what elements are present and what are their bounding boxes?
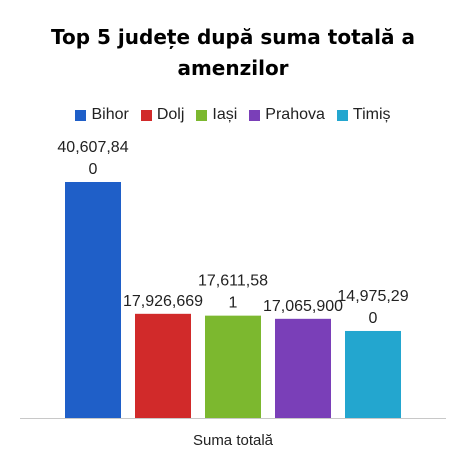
legend-swatch bbox=[249, 109, 261, 121]
chart-title: Top 5 județe după suma totală a amenzilo… bbox=[0, 22, 466, 84]
legend-item-3: Prahova bbox=[249, 104, 325, 126]
data-label-prahova: 17,065,900 bbox=[263, 298, 343, 315]
bar-prahova bbox=[275, 318, 331, 418]
legend-item-4: Timiș bbox=[336, 104, 391, 126]
bar-dolj bbox=[135, 313, 191, 418]
legend-label: Dolj bbox=[156, 106, 185, 123]
legend-swatch bbox=[336, 109, 348, 121]
legend-item-2: Iași bbox=[196, 104, 237, 126]
chart-title-line-1: Top 5 județe după suma totală a bbox=[51, 25, 415, 49]
legend-item-0: Bihor bbox=[75, 104, 129, 126]
legend-label: Timiș bbox=[352, 106, 391, 123]
bar-iași bbox=[205, 315, 261, 418]
bar-bihor bbox=[65, 182, 121, 418]
x-axis-label: Suma totală bbox=[192, 432, 274, 449]
chart-legend: Bihor Dolj Iași Prahova Timiș bbox=[0, 104, 466, 126]
bar-timiș bbox=[345, 330, 401, 418]
legend-swatch bbox=[75, 109, 87, 121]
data-label-iași: 17,611,58 1 bbox=[198, 273, 268, 312]
legend-swatch bbox=[140, 109, 152, 121]
data-label-dolj: 17,926,669 bbox=[123, 293, 203, 310]
legend-swatch bbox=[196, 109, 208, 121]
data-label-timiș: 14,975,29 0 bbox=[337, 288, 408, 327]
data-label-bihor: 40,607,84 0 bbox=[57, 139, 128, 178]
chart-title-line-2: amenzilor bbox=[177, 56, 289, 80]
legend-label: Prahova bbox=[265, 106, 325, 123]
legend-item-1: Dolj bbox=[140, 104, 185, 126]
legend-label: Iași bbox=[212, 106, 238, 123]
legend-label: Bihor bbox=[91, 106, 129, 123]
